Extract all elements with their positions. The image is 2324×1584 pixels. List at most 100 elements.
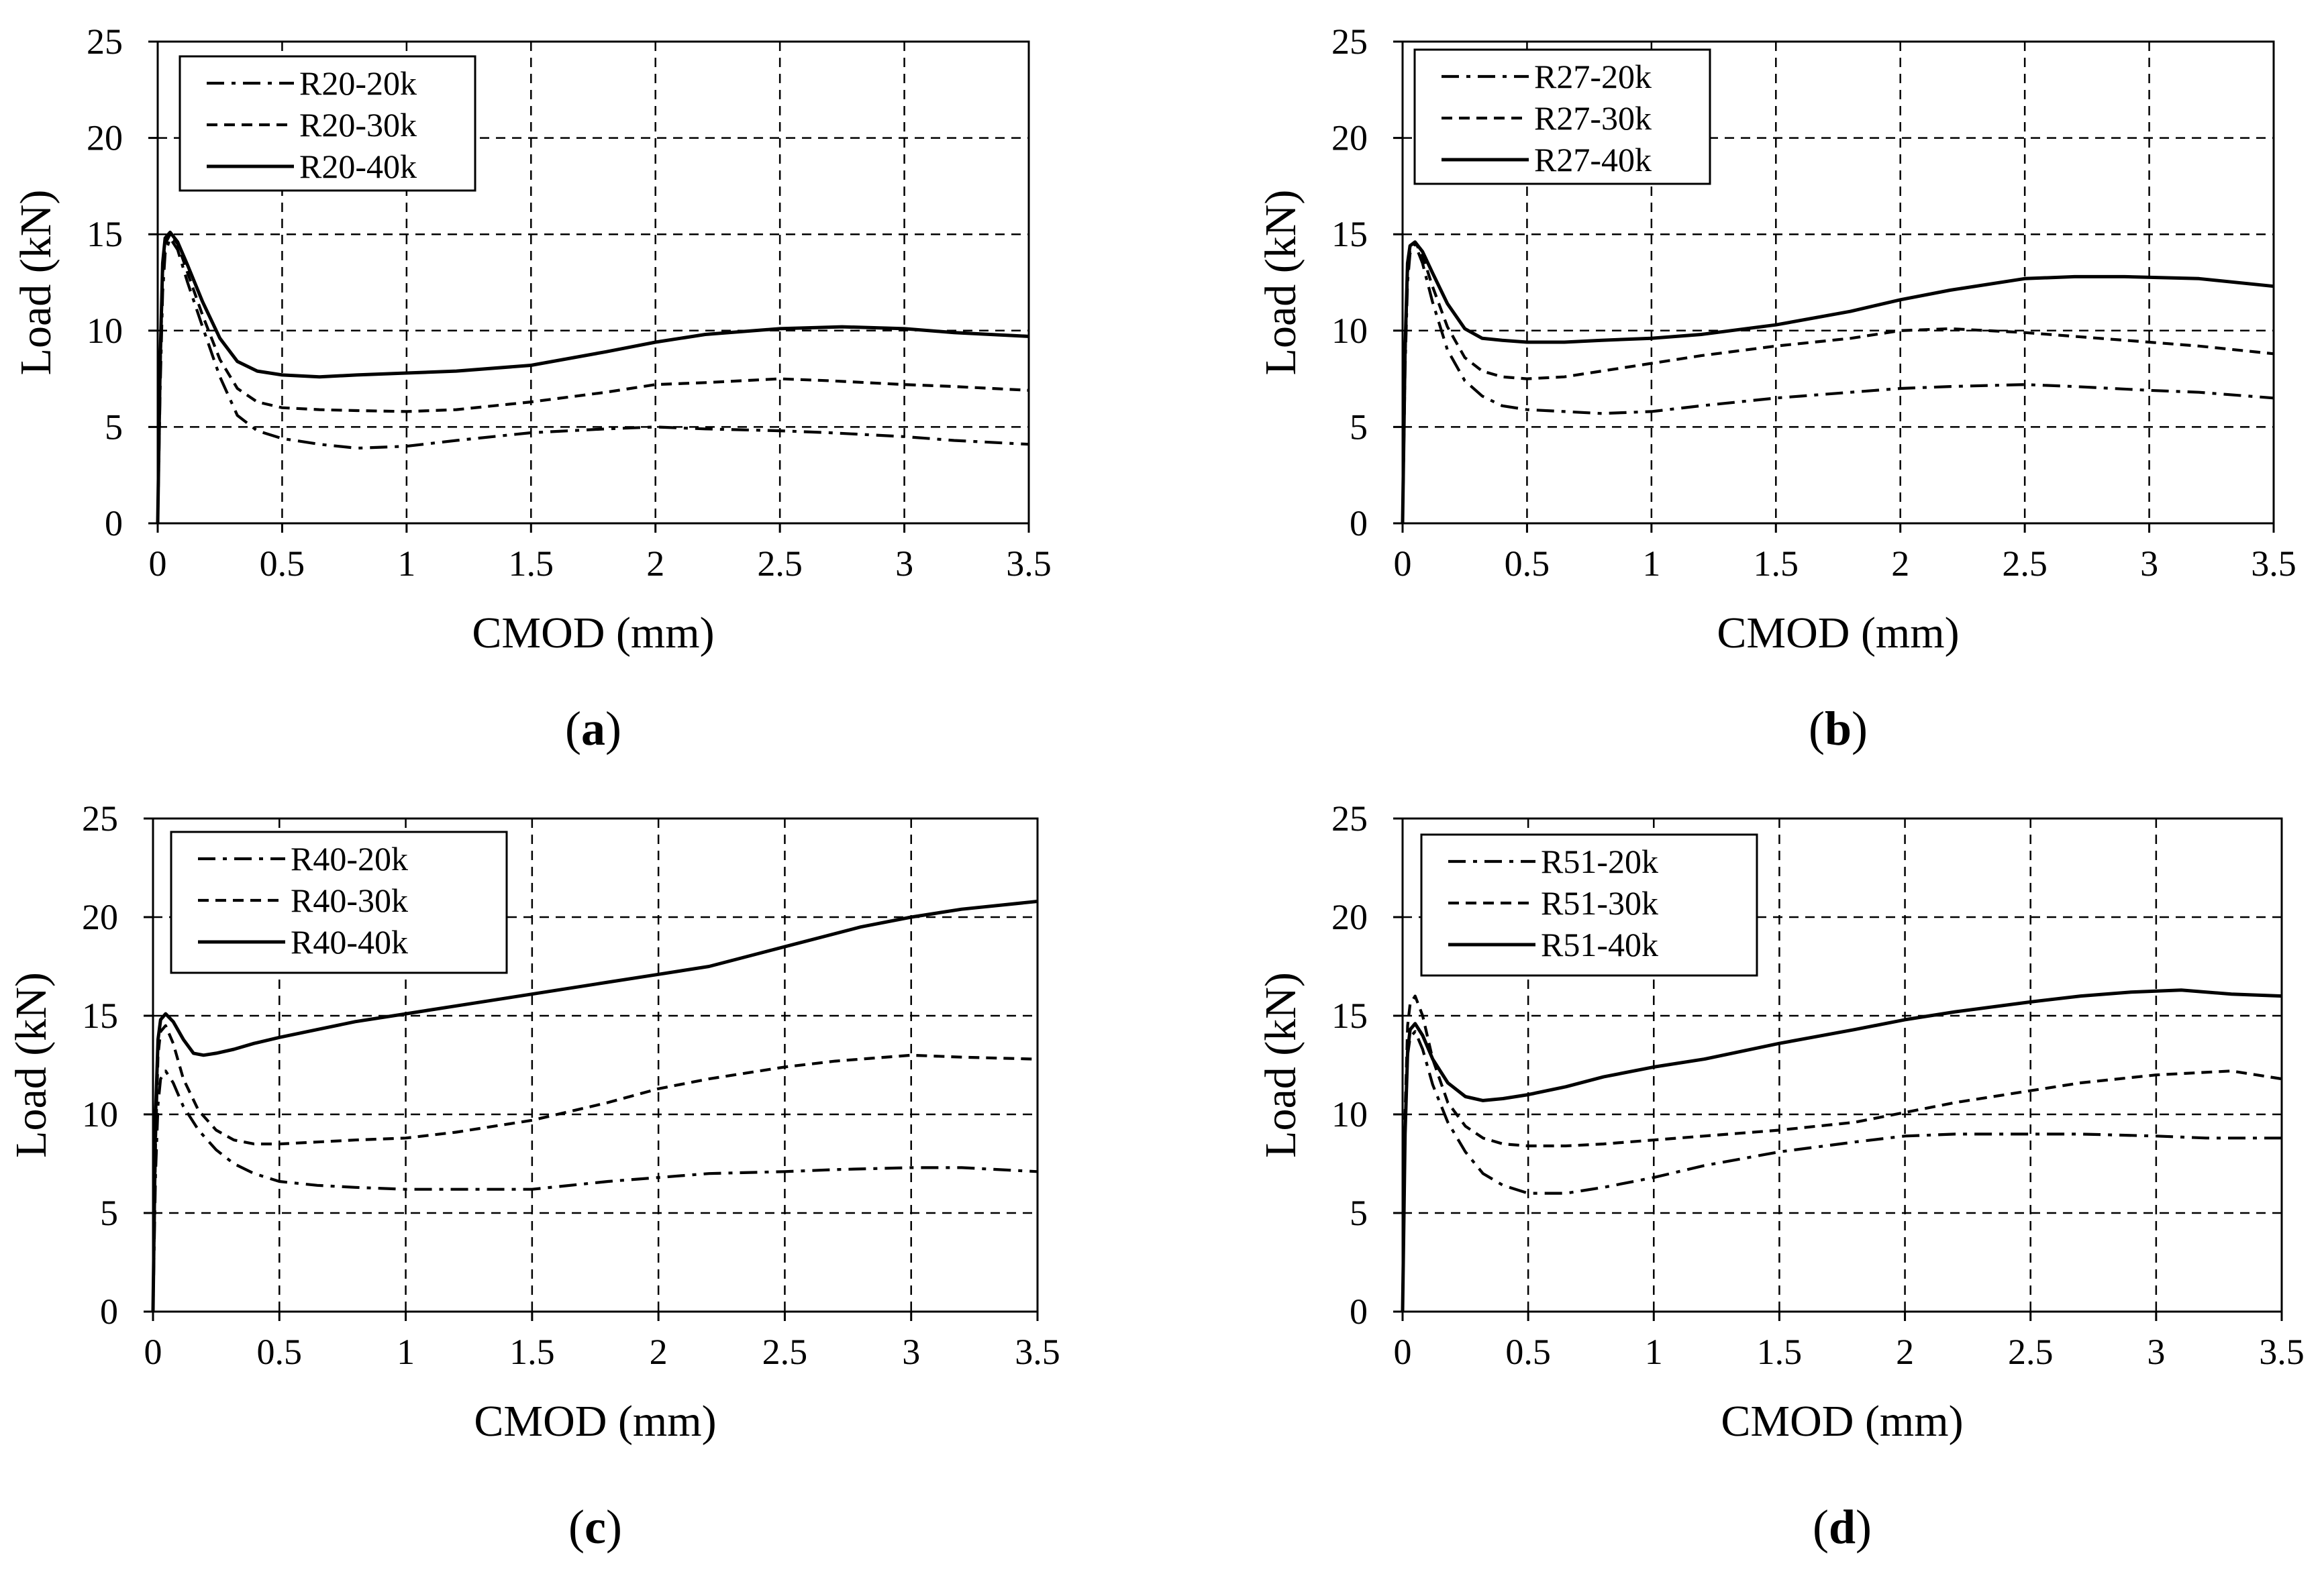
x-tick-label: 3 bbox=[2147, 1332, 2165, 1372]
series-line-r51-40k bbox=[1401, 988, 2282, 1312]
x-tick-label: 3.5 bbox=[1015, 1332, 1060, 1372]
series-line-r27-30k bbox=[1401, 240, 2274, 524]
x-axis-title: CMOD (mm) bbox=[1721, 1397, 1963, 1446]
x-axis-title: CMOD (mm) bbox=[1717, 609, 1959, 657]
y-tick-label: 5 bbox=[1350, 1193, 1368, 1233]
x-tick-label: 1 bbox=[397, 543, 415, 584]
legend-entry: R20-40k bbox=[299, 148, 417, 185]
legend: R40-20k R40-30k R40-40k bbox=[170, 831, 508, 974]
y-tick-label: 25 bbox=[82, 798, 118, 839]
series-line-r40-40k bbox=[151, 900, 1038, 1312]
x-tick-label: 1.5 bbox=[1754, 543, 1799, 584]
legend: R51-20k R51-30k R51-40k bbox=[1420, 833, 1758, 977]
x-tick-label: 0.5 bbox=[1505, 1332, 1551, 1372]
x-tick-label: 0 bbox=[144, 1332, 162, 1372]
legend: R20-20k R20-30k R20-40k bbox=[179, 55, 476, 192]
y-tick-label: 10 bbox=[82, 1094, 118, 1134]
legend-entry: R27-40k bbox=[1534, 141, 1652, 178]
legend-entry: R27-20k bbox=[1534, 58, 1652, 95]
panel-caption: (c) bbox=[568, 1500, 622, 1554]
legend-entry: R40-40k bbox=[291, 923, 408, 961]
chart-panel-c: 0 0.5 1 1.5 2 2.5 3 3.5 0 5 10 15 20 25 CMOD (mm) Load … bbox=[7, 798, 1060, 1554]
y-tick-label: 25 bbox=[1331, 798, 1368, 839]
x-tick-label: 3 bbox=[902, 1332, 920, 1372]
x-tick-label: 3 bbox=[895, 543, 913, 584]
y-tick-label: 0 bbox=[105, 503, 123, 543]
y-tick-label: 10 bbox=[1331, 311, 1368, 351]
x-tick-label: 0.5 bbox=[257, 1332, 303, 1372]
x-tick-label: 0.5 bbox=[260, 543, 305, 584]
y-axis-title: Load (kN) bbox=[1256, 972, 1305, 1158]
series-line-r20-30k bbox=[156, 233, 1029, 524]
plot-frame bbox=[156, 40, 1030, 525]
plot-frame bbox=[152, 817, 1039, 1313]
x-tick-label: 3 bbox=[2140, 543, 2158, 584]
x-tick-label: 3.5 bbox=[1006, 543, 1052, 584]
x-tick-label: 0 bbox=[149, 543, 167, 584]
y-tick-label: 15 bbox=[82, 996, 118, 1036]
x-tick-label: 2.5 bbox=[757, 543, 803, 584]
y-tick-label: 20 bbox=[82, 897, 118, 937]
x-tick-label: 2.5 bbox=[2002, 543, 2048, 584]
x-tick-label: 0 bbox=[1394, 543, 1412, 584]
series-line-r40-20k bbox=[151, 1069, 1038, 1312]
x-tick-label: 1.5 bbox=[509, 1332, 555, 1372]
series-line-r27-20k bbox=[1401, 242, 2274, 524]
y-axis-title: Load (kN) bbox=[1256, 190, 1305, 376]
y-tick-label: 0 bbox=[1350, 1291, 1368, 1332]
x-tick-label: 2.5 bbox=[762, 1332, 808, 1372]
x-tick-label: 2 bbox=[650, 1332, 668, 1372]
x-tick-label: 2 bbox=[646, 543, 664, 584]
y-tick-label: 20 bbox=[1331, 897, 1368, 937]
y-tick-label: 0 bbox=[100, 1291, 118, 1332]
chart-panel-a: 0 0.5 1 1.5 2 2.5 3 3.5 0 5 10 15 20 25 CMOD (mm) Load … bbox=[11, 21, 1052, 755]
panel-caption: (d) bbox=[1813, 1500, 1872, 1554]
series-line-r51-20k bbox=[1401, 1030, 2282, 1312]
x-axis-title: CMOD (mm) bbox=[474, 1397, 716, 1446]
chart-panel-b: 0 0.5 1 1.5 2 2.5 3 3.5 0 5 10 15 20 25 CMOD (mm) Load … bbox=[1256, 21, 2296, 755]
x-tick-label: 1.5 bbox=[509, 543, 554, 584]
y-tick-label: 5 bbox=[1350, 407, 1368, 447]
legend-box bbox=[170, 831, 508, 974]
y-tick-label: 15 bbox=[87, 214, 123, 254]
x-tick-label: 3.5 bbox=[2259, 1332, 2305, 1372]
plot-frame bbox=[1401, 40, 2275, 525]
y-tick-label: 25 bbox=[87, 21, 123, 62]
y-tick-label: 0 bbox=[1350, 503, 1368, 543]
series-line-r20-20k bbox=[156, 236, 1029, 524]
legend-entry: R51-40k bbox=[1541, 926, 1658, 963]
legend-entry: R40-20k bbox=[291, 840, 408, 878]
x-tick-label: 1.5 bbox=[1757, 1332, 1803, 1372]
x-tick-label: 0 bbox=[1394, 1332, 1412, 1372]
x-tick-label: 2 bbox=[1891, 543, 1909, 584]
y-axis-title: Load (kN) bbox=[7, 972, 56, 1158]
legend-entry: R40-30k bbox=[291, 882, 408, 919]
y-tick-label: 15 bbox=[1331, 214, 1368, 254]
legend-entry: R51-30k bbox=[1541, 884, 1658, 922]
series-line-r20-40k bbox=[156, 230, 1029, 524]
panel-caption: (a) bbox=[565, 702, 621, 755]
legend-entry: R20-30k bbox=[299, 106, 417, 144]
y-tick-label: 5 bbox=[100, 1193, 118, 1233]
legend-box bbox=[1420, 833, 1758, 977]
x-tick-label: 2 bbox=[1896, 1332, 1914, 1372]
x-tick-label: 1 bbox=[1642, 543, 1660, 584]
x-tick-label: 1 bbox=[1645, 1332, 1663, 1372]
y-tick-label: 20 bbox=[87, 118, 123, 158]
legend: R27-20k R27-30k R27-40k bbox=[1413, 48, 1711, 185]
x-tick-label: 1 bbox=[397, 1332, 415, 1372]
x-axis-title: CMOD (mm) bbox=[472, 609, 714, 657]
y-tick-label: 5 bbox=[105, 407, 123, 447]
series-line-r40-30k bbox=[151, 1024, 1038, 1312]
legend-entry: R27-30k bbox=[1534, 99, 1652, 137]
y-tick-label: 20 bbox=[1331, 118, 1368, 158]
y-tick-label: 15 bbox=[1331, 996, 1368, 1036]
x-tick-label: 0.5 bbox=[1505, 543, 1550, 584]
chart-panel-d: 0 0.5 1 1.5 2 2.5 3 3.5 0 5 10 15 20 25 CMOD (mm) Load … bbox=[1256, 798, 2305, 1554]
legend-entry: R20-20k bbox=[299, 64, 417, 102]
y-tick-label: 25 bbox=[1331, 21, 1368, 62]
legend-entry: R51-20k bbox=[1541, 843, 1658, 880]
series-line-r27-40k bbox=[1401, 240, 2274, 524]
plot-frame bbox=[1401, 817, 2283, 1313]
